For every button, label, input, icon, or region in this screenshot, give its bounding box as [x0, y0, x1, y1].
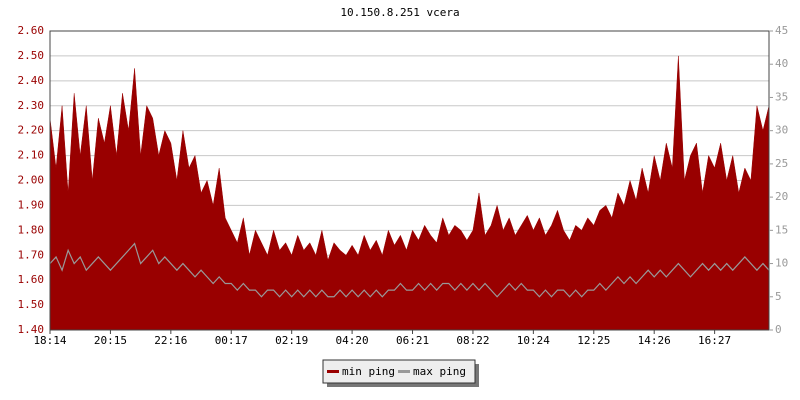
x-tick-label: 08:22	[456, 334, 489, 347]
legend-label: min ping	[342, 365, 395, 378]
y2-tick-label: 45	[775, 24, 788, 37]
y-tick-label: 2.00	[18, 174, 45, 187]
legend-label: max ping	[413, 365, 466, 378]
y2-tick-label: 20	[775, 190, 788, 203]
y-tick-label: 2.30	[18, 99, 45, 112]
x-tick-label: 20:15	[94, 334, 127, 347]
y-tick-label: 1.40	[18, 323, 45, 336]
x-tick-label: 22:16	[154, 334, 187, 347]
x-tick-label: 02:19	[275, 334, 308, 347]
y2-tick-label: 40	[775, 57, 788, 70]
y2-tick-label: 35	[775, 90, 788, 103]
y2-tick-label: 5	[775, 290, 782, 303]
y-tick-label: 2.50	[18, 49, 45, 62]
x-tick-label: 16:27	[698, 334, 731, 347]
y-tick-label: 2.40	[18, 74, 45, 87]
x-tick-label: 18:14	[33, 334, 66, 347]
area	[49, 55, 770, 331]
x-tick-label: 04:20	[336, 334, 369, 347]
x-tick-label: 06:21	[396, 334, 429, 347]
line	[49, 242, 770, 298]
y-tick-label: 1.60	[18, 273, 45, 286]
y2-tick-label: 0	[775, 323, 782, 336]
y-tick-label: 2.10	[18, 149, 45, 162]
y2-tick-label: 15	[775, 223, 788, 236]
x-tick-label: 00:17	[215, 334, 248, 347]
plot-area	[49, 30, 770, 331]
x-tick-label: 12:25	[577, 334, 610, 347]
y2-tick-label: 30	[775, 124, 788, 137]
y-tick-label: 1.70	[18, 248, 45, 261]
y-tick-label: 1.50	[18, 298, 45, 311]
plot-border	[49, 30, 770, 331]
y-tick-label: 1.90	[18, 198, 45, 211]
x-tick-label: 14:26	[638, 334, 671, 347]
y2-tick-label: 25	[775, 157, 788, 170]
y-tick-label: 1.80	[18, 223, 45, 236]
chart-title: 10.150.8.251 vcera	[340, 6, 459, 19]
x-tick-label: 10:24	[517, 334, 550, 347]
y-tick-label: 2.20	[18, 124, 45, 137]
y-tick-label: 2.60	[18, 24, 45, 37]
y2-tick-label: 10	[775, 257, 788, 270]
